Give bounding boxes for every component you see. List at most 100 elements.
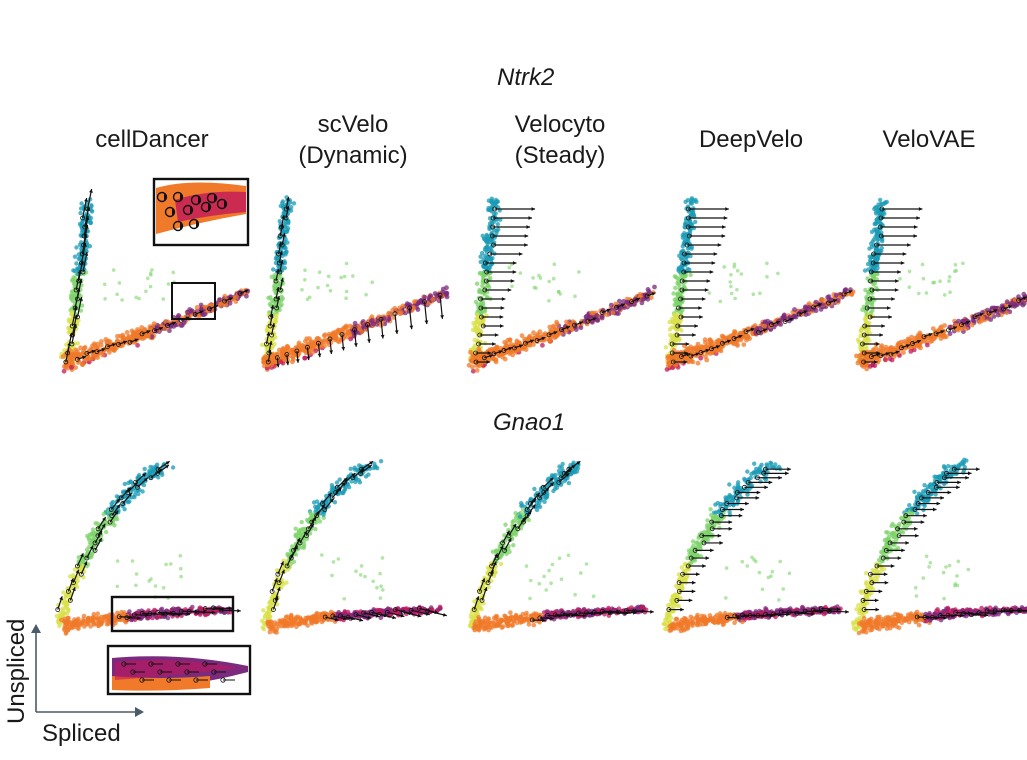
cell-point — [493, 345, 499, 351]
arrow-origin — [268, 314, 274, 320]
arrow-origin — [82, 224, 88, 230]
stray-cell — [303, 278, 307, 282]
arrow-origin — [63, 359, 69, 365]
cell-point — [513, 348, 519, 353]
stray-cell — [316, 285, 320, 290]
arrow-origin — [84, 351, 90, 356]
cell-point — [880, 239, 885, 244]
stray-cell — [134, 295, 138, 300]
stray-cell — [117, 281, 122, 285]
arrow-origin — [265, 359, 271, 365]
cell-point — [274, 257, 280, 262]
cell-point — [631, 302, 637, 307]
velocity-arrowhead — [897, 270, 901, 274]
cell-point — [478, 309, 483, 314]
cell-point — [872, 227, 877, 232]
stray-cell — [364, 292, 368, 297]
velocity-arrowhead — [907, 243, 911, 247]
arrow-origin — [276, 260, 282, 266]
cell-point — [141, 482, 147, 488]
cell-point — [484, 234, 490, 239]
cell-point — [864, 321, 869, 326]
cell-point — [825, 294, 831, 300]
cell-point — [114, 494, 120, 499]
arrow-origin — [599, 310, 605, 315]
velocity-arrowhead — [494, 333, 499, 337]
cell-point — [482, 340, 488, 346]
cell-point — [792, 307, 797, 312]
cell-point — [82, 619, 87, 624]
cell-point — [930, 326, 936, 331]
velocity-arrowhead — [158, 326, 163, 331]
cell-point — [490, 256, 495, 261]
stray-cell — [134, 572, 139, 576]
cell-point — [563, 329, 569, 334]
cell-point — [550, 323, 556, 329]
stray-cell — [961, 261, 965, 266]
cell-point — [72, 268, 78, 274]
velocity-arrowhead — [913, 225, 918, 229]
cell-point — [74, 261, 79, 266]
velocity-arrowhead — [553, 331, 558, 335]
arrow-origin — [273, 278, 279, 284]
arrow-origin — [491, 351, 497, 357]
velocity-arrowhead — [592, 317, 597, 321]
cell-point — [594, 313, 600, 318]
cell-point — [843, 287, 849, 292]
velocity-arrowhead — [894, 288, 899, 292]
cell-point — [277, 219, 282, 224]
cell-point — [286, 219, 291, 225]
velocity-arrowhead — [526, 225, 530, 229]
cell-point — [73, 618, 78, 624]
cell-point — [89, 554, 94, 559]
cell-point — [695, 360, 701, 366]
cell-point — [89, 204, 94, 209]
method-line2: (Steady) — [514, 142, 606, 169]
velocity-arrowhead — [531, 207, 536, 211]
velocity-arrowhead — [122, 340, 127, 345]
stray-cell — [166, 282, 171, 286]
cell-point — [273, 319, 278, 324]
cell-point — [76, 256, 82, 262]
cell-point — [695, 341, 701, 347]
velocity-arrowhead — [723, 216, 728, 220]
cell-point — [301, 348, 307, 353]
velocity-arrowhead — [228, 297, 233, 301]
arrow-origin — [279, 242, 285, 248]
cell-point — [679, 310, 684, 315]
velocity-arrow — [408, 307, 413, 330]
cell-point — [269, 362, 275, 368]
cell-point — [313, 526, 318, 532]
method-line1: Velocyto — [514, 111, 606, 138]
velocity-arrowhead — [565, 325, 570, 330]
cell-point — [540, 342, 545, 348]
velocity-arrowhead — [725, 207, 729, 211]
cell-point — [63, 364, 69, 370]
cell-point — [637, 291, 643, 297]
velocity-arrowhead — [692, 333, 696, 337]
cell-point — [68, 293, 74, 298]
cell-point — [493, 201, 498, 206]
arrow-origin — [65, 350, 71, 356]
arrow-layer — [473, 206, 656, 365]
cell-point — [675, 281, 680, 286]
method-label-deepvelo: DeepVelo — [666, 124, 836, 155]
method-line1: DeepVelo — [698, 126, 804, 153]
cell-point — [980, 315, 986, 321]
cell-point — [901, 350, 906, 355]
cell-point — [882, 357, 888, 362]
arrow-origin — [274, 305, 280, 311]
velocity-arrowhead — [895, 279, 899, 283]
velocity-arrowhead — [134, 338, 139, 343]
cell-point — [76, 626, 81, 631]
cell-point — [66, 627, 71, 632]
cell-point — [99, 350, 105, 355]
cell-point — [735, 343, 740, 348]
arrow-origin — [644, 293, 650, 299]
cell-point — [69, 289, 75, 294]
stray-cell — [351, 274, 355, 278]
stray-cell — [942, 293, 947, 297]
cell-point — [478, 254, 483, 259]
cell-point — [139, 325, 145, 330]
cell-point — [73, 622, 79, 628]
